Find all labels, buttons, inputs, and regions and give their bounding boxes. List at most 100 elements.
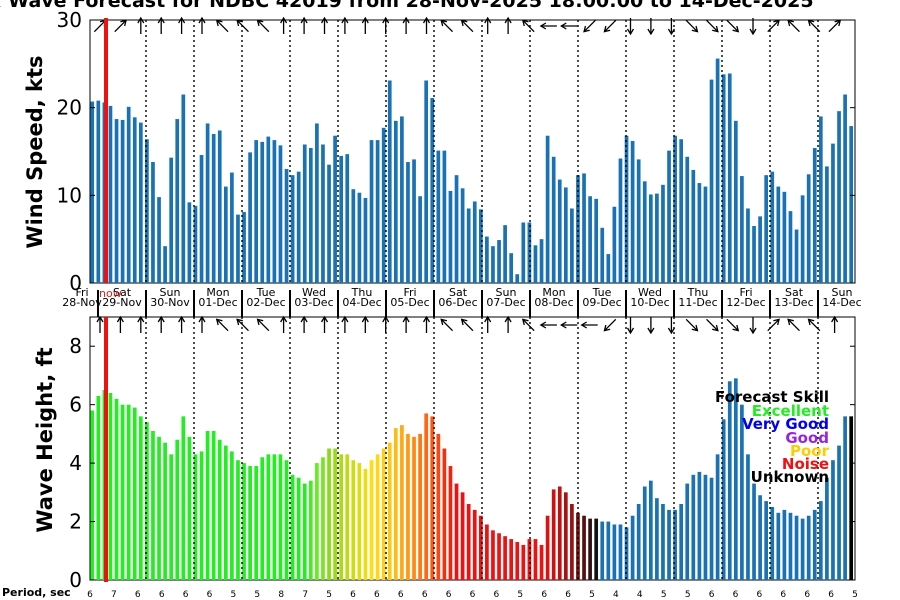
direction-arrow-icon xyxy=(787,19,800,33)
wave-plot-frame xyxy=(89,316,856,581)
wind-bar xyxy=(302,144,307,283)
direction-arrow-icon xyxy=(402,16,410,34)
wind-bar xyxy=(466,208,471,283)
wave-bar xyxy=(132,407,137,580)
wind-bar xyxy=(393,120,398,283)
wave-bar xyxy=(412,436,416,580)
day-date-label: 12-Dec xyxy=(726,296,765,309)
wave-bar xyxy=(721,419,726,580)
wind-bar xyxy=(497,240,501,283)
wind-bar xyxy=(551,156,556,283)
wave-bar xyxy=(236,460,240,580)
wind-bar xyxy=(612,206,617,283)
wave-bar xyxy=(302,483,307,580)
period-value: 5 xyxy=(326,590,332,600)
wind-bar xyxy=(351,189,356,283)
wave-bar xyxy=(369,460,374,580)
wave-bar xyxy=(199,451,204,580)
day-date-label: 14-Dec xyxy=(822,296,861,309)
day-date-label: 13-Dec xyxy=(774,296,813,309)
wind-bar xyxy=(812,147,817,283)
wave-bar xyxy=(715,454,720,580)
wave-bar xyxy=(151,430,155,580)
wind-bar xyxy=(746,208,750,283)
wind-plot-frame xyxy=(89,19,856,284)
wind-bar xyxy=(655,193,659,283)
wave-bar xyxy=(545,515,550,580)
wave-bar xyxy=(636,504,641,580)
direction-arrow-icon xyxy=(96,315,104,333)
wind-bar xyxy=(515,274,520,283)
wind-bar xyxy=(151,162,155,283)
wave-bar xyxy=(563,492,568,580)
period-value: 6 xyxy=(828,590,834,600)
wave-bar xyxy=(442,448,447,580)
wave-bar xyxy=(776,512,781,580)
wave-bar xyxy=(363,468,368,580)
wind-bar xyxy=(126,106,131,283)
period-value: 6 xyxy=(757,590,763,600)
direction-arrow-icon xyxy=(256,19,270,33)
period-value: 5 xyxy=(685,590,691,600)
ytick-label: 10 xyxy=(57,183,82,207)
wave-bar xyxy=(418,433,422,580)
day-date-label: 07-Dec xyxy=(486,296,525,309)
legend-title: Forecast Skill xyxy=(715,388,829,406)
wind-bar xyxy=(764,175,769,283)
wave-bar xyxy=(794,515,799,580)
wave-bar xyxy=(163,442,167,580)
wind-bar xyxy=(727,73,732,283)
wind-bar xyxy=(618,158,623,283)
direction-arrow-icon xyxy=(807,318,821,332)
direction-arrow-icon xyxy=(341,315,349,333)
wave-bar xyxy=(223,445,228,580)
period-value: 6 xyxy=(374,590,380,600)
wave-bar xyxy=(339,454,344,580)
direction-arrow-icon xyxy=(726,19,740,33)
wave-bar xyxy=(181,416,186,580)
ytick-label: 0 xyxy=(69,271,82,295)
wave-bar xyxy=(466,504,471,580)
wave-bar xyxy=(448,466,453,580)
direction-arrow-icon xyxy=(521,19,535,33)
direction-arrow-icon xyxy=(361,16,369,34)
wind-bar xyxy=(588,196,592,283)
legend-excellent: Excellent xyxy=(752,402,829,420)
wave-bar xyxy=(630,515,635,580)
wave-bar xyxy=(733,378,738,580)
wave-bar xyxy=(594,518,599,580)
wind-bar xyxy=(387,80,392,284)
direction-arrow-icon xyxy=(116,315,124,333)
wind-bar xyxy=(825,166,829,283)
period-value: 6 xyxy=(159,590,165,600)
direction-arrow-icon xyxy=(580,321,598,329)
wind-bar xyxy=(430,98,435,284)
period-value: 6 xyxy=(470,590,476,600)
wind-bar xyxy=(217,130,222,283)
wind-bar xyxy=(357,192,362,283)
ytick-label: 20 xyxy=(57,96,82,120)
direction-arrow-icon xyxy=(256,318,270,332)
wave-bar xyxy=(242,463,246,580)
day-date-label: 03-Dec xyxy=(294,296,333,309)
legend-good: Good xyxy=(785,429,829,447)
direction-arrow-icon xyxy=(280,16,288,34)
wind-bar xyxy=(503,225,507,283)
wave-bar xyxy=(679,504,684,580)
wind-bar xyxy=(709,79,714,283)
wave-bar xyxy=(327,448,331,580)
wave-bar xyxy=(539,544,544,580)
wave-bar xyxy=(260,457,265,580)
wind-bar xyxy=(308,147,313,283)
wind-bar xyxy=(424,80,429,284)
direction-arrow-icon xyxy=(603,318,617,332)
wind-bar xyxy=(849,126,854,283)
wind-bar xyxy=(533,245,538,283)
wind-bar xyxy=(758,216,762,283)
wave-bar xyxy=(673,509,677,580)
day-date-label: 09-Dec xyxy=(582,296,621,309)
wave-bar xyxy=(211,430,216,580)
direction-arrow-icon xyxy=(402,315,410,333)
wind-bar xyxy=(369,140,374,283)
wave-bar xyxy=(849,416,854,580)
